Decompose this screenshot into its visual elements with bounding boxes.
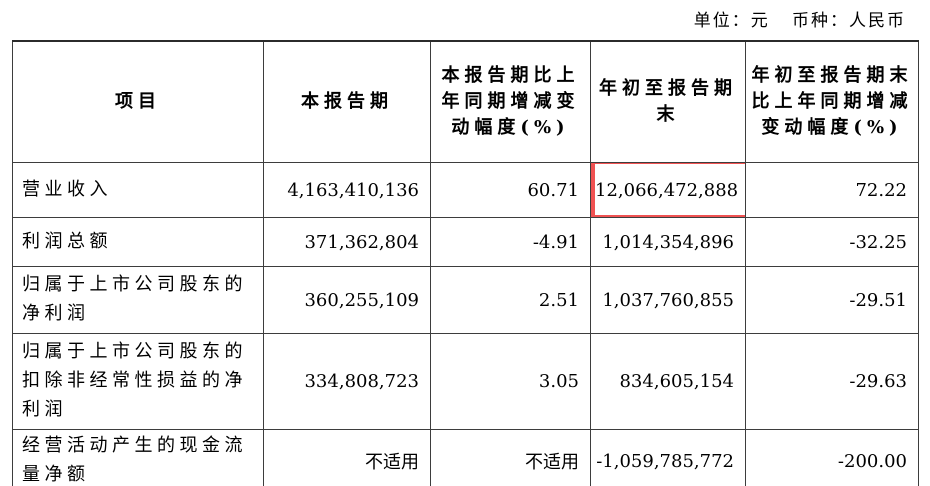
- current-period-cell: 4,163,410,136: [263, 162, 431, 218]
- ytd-change-cell: 72.22: [745, 162, 919, 218]
- financial-summary-table: 项目 本报告期 本报告期比上年同期增减变动幅度(%) 年初至报告期末 年初至报告…: [12, 40, 919, 486]
- ytd-value: 12,066,472,888: [595, 179, 739, 201]
- item-cell: 归属于上市公司股东的净利润: [12, 266, 264, 334]
- current-period-cell: 371,362,804: [263, 217, 431, 267]
- table-row: 利润总额 371,362,804 -4.91 1,014,354,896 -32…: [12, 217, 919, 267]
- table-row: 归属于上市公司股东的扣除非经常性损益的净利润 334,808,723 3.05 …: [12, 333, 919, 430]
- column-header-period-change: 本报告期比上年同期增减变动幅度(%): [430, 40, 591, 163]
- period-change-cell: 2.51: [430, 266, 591, 334]
- ytd-cell: 1,014,354,896: [590, 217, 746, 267]
- ytd-change-cell: -29.51: [745, 266, 919, 334]
- ytd-cell: 12,066,472,888: [590, 162, 746, 218]
- period-change-cell: 不适用: [430, 429, 591, 486]
- period-change-cell: 3.05: [430, 333, 591, 430]
- period-change-cell: 60.71: [430, 162, 591, 218]
- item-cell: 经营活动产生的现金流量净额: [12, 429, 264, 486]
- ytd-change-cell: -29.63: [745, 333, 919, 430]
- table-row: 归属于上市公司股东的净利润 360,255,109 2.51 1,037,760…: [12, 266, 919, 334]
- ytd-change-cell: -32.25: [745, 217, 919, 267]
- current-period-cell: 360,255,109: [263, 266, 431, 334]
- item-cell: 营业收入: [12, 162, 264, 218]
- column-header-current-period: 本报告期: [263, 40, 431, 163]
- ytd-change-cell: -200.00: [745, 429, 919, 486]
- table-header-row: 项目 本报告期 本报告期比上年同期增减变动幅度(%) 年初至报告期末 年初至报告…: [12, 40, 919, 163]
- ytd-cell: 834,605,154: [590, 333, 746, 430]
- period-change-cell: -4.91: [430, 217, 591, 267]
- ytd-cell: 1,037,760,855: [590, 266, 746, 334]
- column-header-ytd-change: 年初至报告期末比上年同期增减变动幅度(%): [745, 40, 919, 163]
- unit-currency-label: 单位：元 币种：人民币: [693, 11, 906, 31]
- item-cell: 利润总额: [12, 217, 264, 267]
- current-period-cell: 334,808,723: [263, 333, 431, 430]
- table-row: 营业收入 4,163,410,136 60.71 12,066,472,888 …: [12, 162, 919, 218]
- column-header-item: 项目: [12, 40, 264, 163]
- column-header-ytd: 年初至报告期末: [590, 40, 746, 163]
- item-cell: 归属于上市公司股东的扣除非经常性损益的净利润: [12, 333, 264, 430]
- ytd-cell: -1,059,785,772: [590, 429, 746, 486]
- current-period-cell: 不适用: [263, 429, 431, 486]
- table-row: 经营活动产生的现金流量净额 不适用 不适用 -1,059,785,772 -20…: [12, 429, 919, 486]
